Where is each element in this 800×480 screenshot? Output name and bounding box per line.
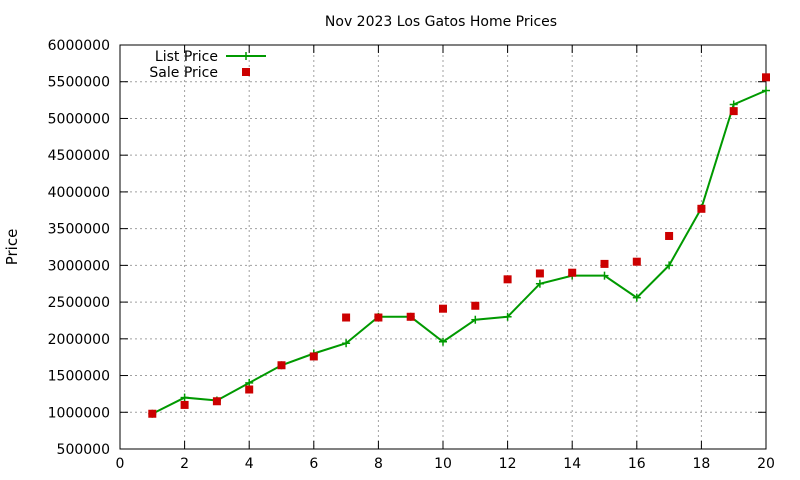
sale-price-point (568, 268, 577, 277)
sale-price-point (245, 385, 254, 394)
y-tick-label: 5500000 (48, 75, 110, 91)
list-price-point (632, 293, 641, 302)
y-tick-label: 500000 (57, 442, 110, 458)
list-price-point (439, 337, 447, 346)
list-price-point (180, 393, 189, 402)
plot-frame (119, 44, 767, 450)
x-tick-label: 0 (116, 456, 125, 472)
x-tick-label: 20 (757, 456, 775, 472)
chart-title: Nov 2023 Los Gatos Home Prices (325, 14, 557, 30)
x-tick-label: 10 (434, 456, 452, 472)
sale-price-point (632, 257, 641, 266)
y-tick-label: 1000000 (48, 405, 110, 421)
sale-price-point (503, 275, 512, 284)
y-tick-label: 5000000 (48, 111, 110, 127)
x-tick-label: 14 (563, 456, 581, 472)
x-tick-label: 2 (180, 456, 189, 472)
x-tick-label: 16 (628, 456, 646, 472)
sale-price-point (309, 352, 318, 361)
sale-price-point (212, 397, 221, 406)
x-tick-label: 4 (245, 456, 254, 472)
grid-lines (120, 45, 766, 449)
sale-price-point (406, 312, 415, 321)
legend-label: List Price (155, 49, 218, 65)
legend-label: Sale Price (149, 65, 218, 81)
y-tick-label: 2500000 (48, 295, 110, 311)
sale-price-point (665, 231, 674, 240)
list-price-point (471, 315, 480, 324)
legend-plus-swatch (242, 52, 250, 60)
list-price-point (535, 279, 544, 288)
sale-price-point (697, 204, 706, 213)
list-price-point (665, 261, 674, 270)
y-tick-label: 3500000 (48, 222, 110, 238)
sale-price-point (277, 361, 286, 370)
sale-price-point (180, 400, 189, 409)
sale-price-point (762, 73, 770, 82)
y-tick-label: 3000000 (48, 258, 110, 274)
list-price-line (151, 89, 767, 415)
sale-price-point (342, 313, 351, 322)
list-price-point (600, 271, 609, 280)
series-layer (148, 73, 770, 418)
x-tick-label: 8 (374, 456, 383, 472)
sale-price-point (439, 304, 447, 313)
y-tick-label: 4500000 (48, 148, 110, 164)
list-price-point (342, 339, 351, 348)
x-tick-label: 18 (692, 456, 710, 472)
sale-price-point (600, 259, 609, 268)
y-tick-label: 4000000 (48, 185, 110, 201)
y-tick-label: 6000000 (48, 38, 110, 54)
y-tick-label: 1500000 (48, 369, 110, 385)
x-tick-label: 6 (309, 456, 318, 472)
sale-price-point (729, 107, 738, 116)
sale-price-point (471, 301, 480, 310)
y-tick-label: 2000000 (48, 332, 110, 348)
list-price-point (503, 312, 512, 321)
y-axis-label: Price (3, 229, 21, 266)
sale-price-point (535, 269, 544, 278)
legend-square-swatch (242, 68, 250, 76)
sale-price-point (374, 313, 383, 322)
list-price-point (762, 86, 770, 95)
tick-labels: 500000 1000000 1500000 2000000 2500000 300000… (48, 38, 775, 472)
sale-price-point (148, 409, 157, 418)
x-tick-label: 12 (499, 456, 517, 472)
